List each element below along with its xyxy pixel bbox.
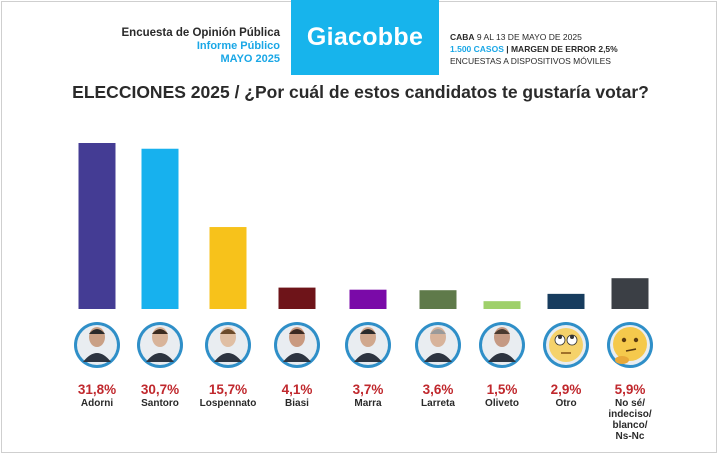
thinking-face-emoji-icon [607,322,653,368]
person-biasi-icon [274,322,320,368]
header-survey-details: CABA 9 AL 13 DE MAYO DE 2025 1.500 CASOS… [450,31,618,67]
bar [278,287,316,309]
data-label: 2,9% [551,382,582,397]
person-marra-icon [345,322,391,368]
bar [483,301,521,309]
data-label: 31,8% [78,382,116,397]
category-label: No sé/ [615,398,645,409]
data-label: 15,7% [209,382,247,397]
category-label: Otro [555,398,576,409]
category-label: Adorni [81,398,113,409]
category-label: Santoro [141,398,179,409]
bar [419,290,457,309]
category-label: indeciso/ [608,409,652,420]
bar [209,227,247,309]
bar [349,289,387,309]
data-label: 4,1% [282,382,313,397]
bars-group [78,143,649,309]
data-label: 1,5% [487,382,518,397]
survey-title: Encuesta de Opinión Pública [121,27,280,39]
category-label: blanco/ [612,420,647,431]
person-larreta-icon [415,322,461,368]
survey-sample: 1.500 CASOS | MARGEN DE ERROR 2,5% [450,43,618,55]
bar [141,148,179,309]
chart-title: ELECCIONES 2025 / ¿Por cuál de estos can… [72,82,649,102]
category-label: Marra [354,398,382,409]
data-label: 3,6% [423,382,454,397]
bar [78,143,116,309]
bar [547,293,585,309]
header-survey-info: Encuesta de Opinión Pública Informe Públ… [70,27,280,66]
survey-method: ENCUESTAS A DISPOSITIVOS MÓVILES [450,56,611,66]
rolling-eyes-emoji-icon [543,322,589,368]
survey-dates: CABA 9 AL 13 DE MAYO DE 2025 [450,31,618,43]
category-label: Lospennato [200,398,257,409]
report-type: Informe Público [196,40,280,52]
category-label: Larreta [421,398,455,409]
sample-size: 1.500 CASOS [450,44,504,54]
person-adorni-icon [74,322,120,368]
brand-logo: Giacobbe [291,0,439,75]
category-label: Oliveto [485,398,519,409]
data-label: 5,9% [615,382,646,397]
person-oliveto-icon [479,322,525,368]
person-lospennato-icon [205,322,251,368]
error-margin: | MARGEN DE ERROR 2,5% [503,44,618,54]
survey-date-range: 9 AL 13 DE MAYO DE 2025 [474,32,582,42]
data-label: 30,7% [141,382,179,397]
data-label: 3,7% [353,382,384,397]
person-santoro-icon [137,322,183,368]
category-label: Biasi [285,398,309,409]
bar [611,278,649,309]
report-date: MAYO 2025 [220,53,280,65]
category-label: Ns-Nc [616,431,645,442]
survey-city: CABA [450,32,475,42]
